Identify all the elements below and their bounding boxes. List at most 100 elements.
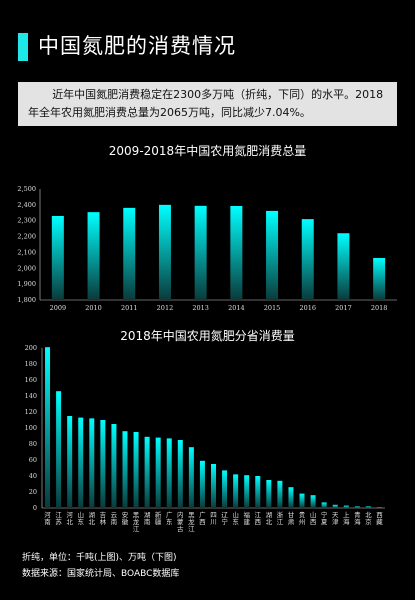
chart2-x-tick-label: 肃 bbox=[288, 517, 295, 526]
chart2-bar bbox=[288, 487, 294, 508]
title-accent-bar bbox=[18, 33, 28, 61]
chart2-x-tick-label: 江 bbox=[55, 511, 62, 519]
chart2-x-tick-label: 内 bbox=[177, 510, 184, 519]
chart1-x-tick-label: 2013 bbox=[192, 304, 209, 312]
chart2-x-tick-label: 江 bbox=[188, 525, 195, 533]
chart2-x-tick-label: 江 bbox=[255, 511, 262, 519]
chart2-x-tick-label: 江 bbox=[277, 518, 284, 526]
chart2-x-tick-label: 福 bbox=[243, 510, 250, 519]
chart2-x-tick-label: 津 bbox=[332, 518, 339, 526]
chart2-x-tick-label: 蒙 bbox=[177, 517, 184, 526]
chart2-bar bbox=[144, 436, 150, 508]
summary-box: 近年中国氮肥消费稳定在2300多万吨（折纯，下同）的水平。2018年全年农用氮肥… bbox=[18, 82, 397, 126]
chart1-y-tick-label: 2,100 bbox=[17, 248, 36, 256]
chart2-x-tick-label: 青 bbox=[354, 510, 361, 519]
chart2-x-tick-label: 海 bbox=[354, 517, 361, 526]
chart2-x-tick-label: 贵 bbox=[299, 510, 306, 519]
chart2-x-tick-label: 东 bbox=[166, 517, 173, 526]
chart2-y-tick-label: 60 bbox=[29, 456, 37, 464]
chart2-x-tick-label: 宁 bbox=[321, 510, 328, 519]
chart1-y-tick-label: 2,300 bbox=[17, 217, 36, 225]
chart2-x-tick-label: 藏 bbox=[376, 517, 383, 526]
chart2-x-tick-label: 西 bbox=[255, 518, 262, 526]
chart2-x-tick-label: 京 bbox=[365, 517, 372, 526]
chart1-x-tick-label: 2012 bbox=[157, 304, 174, 312]
chart2-x-tick-label: 徽 bbox=[122, 517, 129, 526]
chart2-x-tick-label: 海 bbox=[343, 517, 350, 526]
chart2-bar bbox=[56, 391, 62, 508]
chart1-bar bbox=[301, 219, 314, 300]
chart2-y-tick-label: 40 bbox=[29, 472, 37, 480]
chart2-bar bbox=[133, 432, 139, 508]
chart1-x-tick-label: 2009 bbox=[50, 304, 67, 312]
chart2-x-tick-label: 龙 bbox=[188, 517, 195, 526]
chart2-x-tick-label: 州 bbox=[299, 518, 306, 526]
chart2-x-tick-label: 山 bbox=[232, 510, 239, 519]
chart1-x-tick-label: 2017 bbox=[335, 304, 352, 312]
chart2-bar bbox=[211, 464, 216, 508]
chart2-x-tick-label: 广 bbox=[166, 510, 173, 519]
chart2-x-tick-label: 西 bbox=[376, 511, 383, 519]
chart2-y-tick-label: 160 bbox=[25, 376, 37, 384]
chart2-province-consumption: 020406080100120140160180200河南江苏河北山东湖北吉林云… bbox=[25, 344, 385, 533]
chart2-x-tick-label: 江 bbox=[133, 525, 140, 533]
chart2-x-tick-label: 北 bbox=[365, 511, 372, 519]
chart2-bar bbox=[155, 437, 161, 508]
chart2-bar bbox=[177, 440, 183, 508]
chart2-y-tick-label: 80 bbox=[29, 440, 37, 448]
chart2-x-tick-label: 广 bbox=[199, 510, 206, 519]
chart1-y-tick-label: 1,800 bbox=[17, 296, 36, 304]
chart2-x-tick-label: 上 bbox=[343, 510, 350, 519]
chart1-y-tick-label: 1,900 bbox=[17, 280, 36, 288]
chart2-bar bbox=[321, 502, 327, 508]
chart2-bar bbox=[365, 506, 371, 508]
chart2-bar bbox=[78, 417, 84, 508]
chart2-y-tick-label: 200 bbox=[25, 344, 37, 352]
chart2-bar bbox=[233, 474, 239, 508]
chart2-bar bbox=[255, 476, 261, 508]
chart1-x-tick-label: 2018 bbox=[371, 304, 388, 312]
chart1-x-tick-label: 2014 bbox=[228, 304, 245, 312]
chart2-y-tick-label: 140 bbox=[25, 392, 37, 400]
chart2-x-tick-label: 甘 bbox=[288, 510, 295, 519]
chart2-x-tick-label: 苏 bbox=[55, 517, 62, 526]
unit-note: 折纯，单位：千吨(上图)、万吨（下图) bbox=[22, 553, 177, 563]
chart2-x-tick-label: 宁 bbox=[221, 517, 228, 526]
chart2-bar bbox=[188, 447, 194, 508]
chart2-bar bbox=[100, 420, 106, 508]
chart2-x-tick-label: 北 bbox=[89, 518, 96, 526]
chart2-bar bbox=[332, 504, 338, 508]
chart2-x-tick-label: 夏 bbox=[321, 518, 328, 526]
chart1-y-tick-label: 2,400 bbox=[17, 201, 36, 209]
page-title: 中国氮肥的消费情况 bbox=[38, 34, 236, 58]
chart2-x-tick-label: 南 bbox=[144, 517, 151, 526]
chart2-x-tick-label: 古 bbox=[177, 524, 184, 533]
chart2-bar bbox=[354, 506, 360, 508]
source-note: 数据来源：国家统计局、BOABC数据库 bbox=[22, 569, 180, 579]
chart2-x-tick-label: 建 bbox=[243, 517, 250, 526]
chart1-bar bbox=[158, 204, 171, 300]
chart1-bar bbox=[230, 205, 243, 300]
chart2-y-tick-label: 100 bbox=[25, 424, 37, 432]
chart2-x-tick-label: 湖 bbox=[144, 510, 151, 519]
chart1-y-tick-label: 2,000 bbox=[17, 264, 36, 272]
chart2-x-tick-label: 安 bbox=[122, 510, 129, 519]
chart1-bar bbox=[194, 205, 207, 300]
chart2-x-tick-label: 林 bbox=[100, 517, 107, 526]
chart1-bar bbox=[51, 215, 64, 300]
chart2-x-tick-label: 山 bbox=[77, 510, 84, 519]
chart2-x-tick-label: 南 bbox=[111, 517, 118, 526]
chart2-x-tick-label: 四 bbox=[210, 511, 217, 519]
chart2-x-tick-label: 天 bbox=[332, 511, 339, 519]
chart2-x-tick-label: 新 bbox=[155, 510, 162, 519]
chart2-y-tick-label: 180 bbox=[25, 360, 37, 368]
chart2-x-tick-label: 北 bbox=[266, 518, 273, 526]
chart2-bar bbox=[277, 480, 283, 508]
chart2-x-tick-label: 黑 bbox=[188, 511, 195, 519]
chart2-x-tick-label: 南 bbox=[44, 517, 51, 526]
chart1-y-tick-label: 2,200 bbox=[17, 233, 36, 241]
chart1-bar bbox=[337, 233, 350, 300]
chart2-bar bbox=[89, 418, 95, 508]
chart2-x-tick-label: 河 bbox=[44, 511, 51, 519]
chart2-x-tick-label: 川 bbox=[210, 518, 217, 526]
